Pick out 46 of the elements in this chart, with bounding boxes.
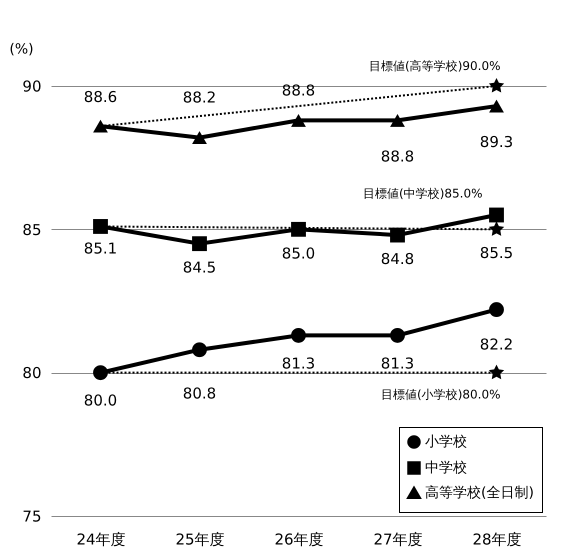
point [93, 120, 108, 133]
x-tick-label: 24年度 [76, 530, 126, 548]
point [192, 342, 207, 358]
data-label: 80.0 [84, 392, 118, 410]
data-label: 80.8 [182, 384, 216, 403]
y-tick-label: 75 [22, 508, 42, 526]
point [192, 131, 207, 144]
point [291, 114, 306, 127]
data-label: 88.2 [182, 88, 216, 107]
data-label: 84.5 [182, 258, 216, 277]
point [390, 328, 405, 343]
point [390, 228, 405, 242]
point [93, 219, 108, 234]
x-tick-label: 26年度 [274, 530, 324, 548]
data-label: 84.8 [380, 250, 414, 268]
point [489, 100, 504, 112]
annotation: 目標値(小学校)80.0% [381, 388, 500, 402]
x-tick-label: 25年度 [175, 530, 225, 548]
y-tick-label: 90 [22, 78, 42, 96]
y-axis-title: (%) [9, 42, 34, 58]
data-label: 88.6 [84, 88, 118, 106]
data-label: 88.8 [282, 81, 316, 100]
point [93, 365, 108, 380]
data-label: 82.2 [480, 336, 514, 354]
data-label: 81.3 [282, 354, 316, 372]
data-label: 88.8 [380, 147, 414, 166]
annotation: 目標値(中学校)85.0% [363, 186, 482, 200]
point [291, 222, 306, 237]
data-label: 85.5 [480, 244, 514, 262]
point [489, 302, 504, 317]
data-label: 89.3 [480, 133, 514, 152]
point [291, 328, 306, 343]
point [192, 236, 207, 252]
legend-label: 高等学校(全日制) [425, 485, 534, 501]
x-tick-label: 27年度 [373, 530, 423, 548]
legend-label: 小学校 [425, 434, 467, 450]
y-tick-label: 85 [22, 220, 42, 239]
legend-label: 中学校 [425, 460, 467, 476]
data-label: 85.0 [282, 244, 316, 262]
annotation: 目標値(高等学校)90.0% [369, 59, 500, 73]
point [489, 208, 504, 222]
data-label: 81.3 [380, 354, 414, 372]
x-tick-label: 28年度 [472, 530, 522, 548]
y-tick-label: 80 [22, 364, 42, 382]
point [390, 114, 405, 127]
data-label: 85.1 [84, 239, 118, 258]
